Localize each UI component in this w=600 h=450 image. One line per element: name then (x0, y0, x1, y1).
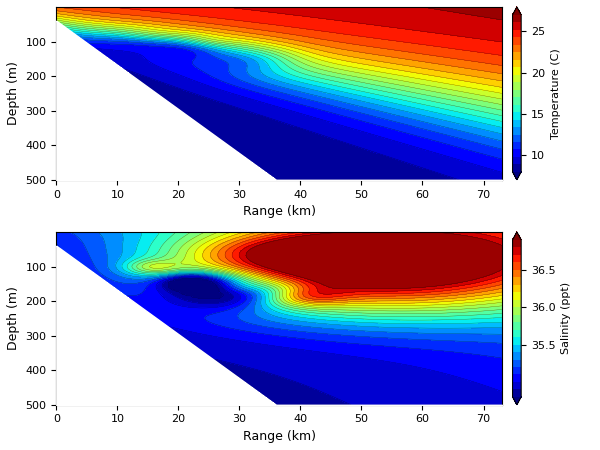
Y-axis label: Temperature (C): Temperature (C) (551, 48, 560, 139)
Y-axis label: Depth (m): Depth (m) (7, 61, 20, 125)
PathPatch shape (512, 397, 521, 405)
Y-axis label: Salinity (ppt): Salinity (ppt) (561, 282, 571, 355)
Y-axis label: Depth (m): Depth (m) (7, 286, 20, 350)
PathPatch shape (512, 172, 521, 180)
X-axis label: Range (km): Range (km) (242, 205, 316, 218)
PathPatch shape (512, 7, 521, 15)
X-axis label: Range (km): Range (km) (242, 430, 316, 443)
PathPatch shape (512, 232, 521, 240)
